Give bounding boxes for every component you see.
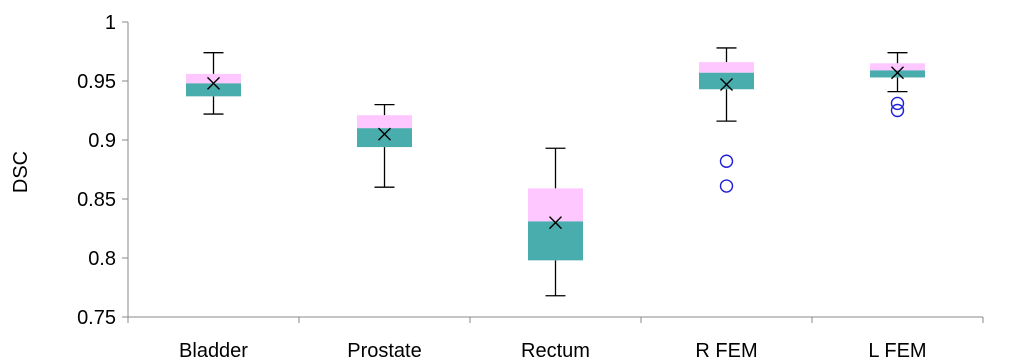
mean-marker	[207, 76, 220, 90]
y-tick-label: 0.85	[77, 189, 116, 211]
box-rectum	[528, 147, 583, 297]
x-tick-label: Rectum	[521, 340, 590, 360]
outlier-point	[719, 154, 734, 168]
box-prostate	[357, 103, 412, 188]
y-axis-title: DSC	[10, 151, 32, 193]
y-tick-label: 0.75	[77, 307, 116, 329]
upper-quartile-box	[699, 62, 754, 73]
upper-quartile-box	[528, 188, 583, 222]
upper-quartile-box	[186, 73, 241, 84]
y-tick-label: 1	[105, 12, 116, 34]
upper-quartile-box	[357, 115, 412, 129]
lower-quartile-box	[699, 72, 754, 90]
box-bladder	[186, 52, 241, 115]
lower-quartile-box	[357, 128, 412, 148]
outlier-point	[719, 179, 734, 193]
outlier-point	[890, 96, 905, 111]
boxes	[186, 47, 925, 297]
x-tick-label: Prostate	[347, 340, 421, 360]
box-l-fem	[870, 52, 925, 118]
x-axis: Bladder Prostate Rectum R FEM L FEM	[127, 316, 984, 360]
mean-marker	[891, 66, 904, 80]
y-tick-label: 0.95	[77, 71, 116, 93]
mean-marker	[378, 127, 391, 141]
y-axis: 0.75 0.8 0.85 0.9 0.95 1	[77, 12, 129, 329]
mean-marker	[720, 78, 733, 92]
y-tick-label: 0.8	[88, 248, 116, 270]
y-tick-label: 0.9	[88, 130, 116, 152]
outlier-point	[890, 103, 905, 118]
lower-quartile-box	[870, 70, 925, 78]
box-r-fem	[699, 47, 754, 193]
x-tick-label: R FEM	[695, 340, 757, 360]
x-tick-label: L FEM	[868, 340, 926, 360]
lower-quartile-box	[528, 221, 583, 261]
mean-marker	[549, 216, 562, 230]
lower-quartile-box	[186, 83, 241, 97]
x-tick-label: Bladder	[179, 340, 248, 360]
upper-quartile-box	[870, 63, 925, 71]
